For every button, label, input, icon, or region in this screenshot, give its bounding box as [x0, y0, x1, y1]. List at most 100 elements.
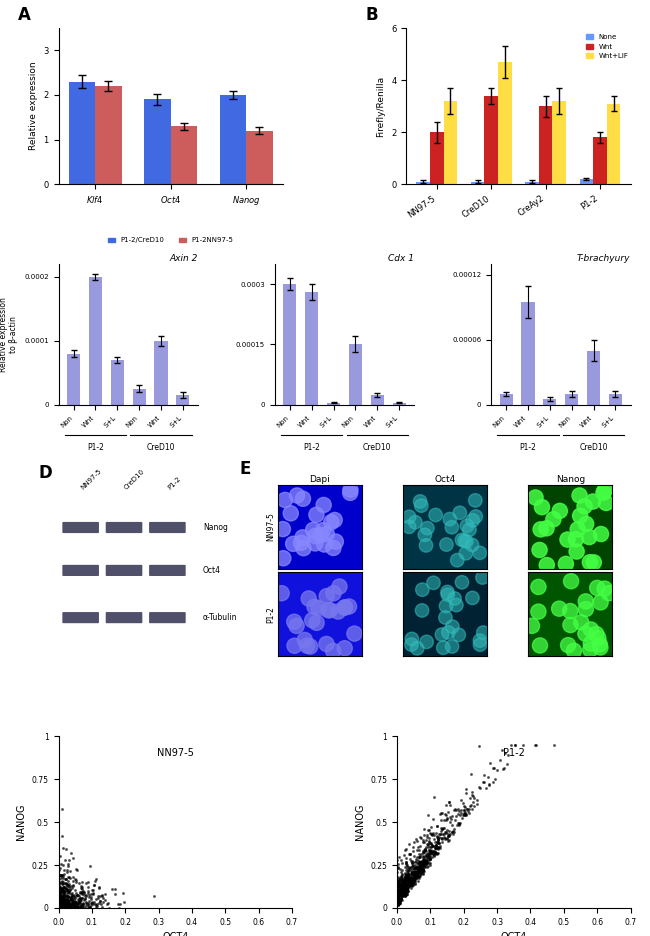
Point: [411, 869, 422, 884]
Point: [62, 892, 73, 907]
Point: [92, 896, 102, 911]
Point: [421, 846, 431, 861]
Point: [59, 899, 70, 914]
Point: [57, 882, 68, 897]
Point: [439, 806, 450, 821]
Point: [55, 893, 65, 908]
Point: [71, 896, 81, 911]
Point: [397, 885, 408, 899]
Point: [54, 895, 64, 910]
Point: [417, 856, 428, 871]
Point: [60, 872, 71, 887]
Point: [56, 899, 66, 914]
Point: [393, 898, 403, 913]
Circle shape: [560, 637, 576, 652]
Point: [405, 861, 415, 876]
Text: CreD10: CreD10: [124, 468, 146, 491]
Point: [393, 885, 404, 900]
Point: [402, 870, 413, 885]
Point: [398, 882, 409, 897]
Point: [394, 887, 404, 902]
Point: [83, 898, 93, 913]
Point: [426, 826, 437, 841]
Point: [59, 891, 70, 906]
Point: [58, 895, 69, 910]
Point: [416, 860, 426, 875]
Point: [101, 896, 112, 911]
Point: [395, 890, 405, 905]
Point: [90, 898, 101, 913]
Point: [58, 875, 68, 890]
Point: [421, 840, 431, 855]
Point: [429, 827, 439, 842]
Point: [530, 738, 541, 753]
Point: [60, 897, 70, 912]
Point: [414, 850, 424, 865]
Point: [68, 899, 79, 914]
Point: [400, 887, 410, 902]
Point: [419, 855, 430, 870]
Circle shape: [305, 613, 320, 628]
Point: [57, 881, 67, 896]
Point: [410, 832, 421, 847]
Point: [64, 899, 74, 914]
Point: [404, 877, 414, 892]
Point: [457, 811, 467, 826]
Point: [440, 825, 450, 840]
Point: [459, 798, 469, 813]
Circle shape: [415, 604, 429, 617]
Point: [461, 785, 471, 800]
Point: [61, 877, 72, 892]
Point: [405, 874, 415, 889]
Point: [57, 887, 68, 902]
Point: [404, 867, 415, 882]
Point: [452, 806, 463, 821]
Point: [430, 834, 440, 849]
Bar: [543, 399, 556, 404]
Point: [413, 857, 424, 872]
Point: [465, 767, 476, 782]
Point: [394, 895, 404, 910]
Point: [421, 856, 431, 871]
Point: [419, 854, 429, 869]
Circle shape: [569, 544, 584, 559]
Point: [63, 889, 73, 904]
Point: [103, 896, 113, 911]
Point: [414, 847, 424, 862]
Point: [56, 894, 66, 909]
Point: [428, 843, 438, 858]
Point: [448, 824, 459, 839]
Point: [422, 823, 433, 838]
Point: [415, 847, 426, 862]
Circle shape: [276, 521, 291, 536]
Point: [66, 896, 76, 911]
Point: [397, 888, 408, 903]
Text: P1-2: P1-2: [87, 443, 104, 451]
Point: [81, 888, 91, 903]
Point: [416, 863, 426, 878]
Point: [409, 872, 419, 887]
Bar: [220, 95, 246, 184]
Point: [395, 893, 405, 908]
Point: [58, 885, 69, 899]
Point: [398, 886, 409, 901]
Point: [56, 894, 66, 909]
Point: [409, 870, 419, 885]
Point: [55, 876, 65, 891]
Point: [414, 864, 424, 879]
Point: [426, 836, 436, 851]
Point: [408, 835, 419, 850]
Point: [398, 885, 409, 900]
Title: Nanog: Nanog: [556, 475, 585, 484]
Point: [398, 883, 409, 898]
Point: [448, 826, 458, 841]
Point: [396, 884, 406, 899]
Point: [395, 886, 406, 901]
Point: [408, 860, 418, 875]
Circle shape: [450, 598, 463, 612]
Point: [406, 869, 417, 884]
Point: [119, 894, 129, 909]
FancyBboxPatch shape: [62, 564, 99, 576]
FancyBboxPatch shape: [149, 612, 186, 623]
Point: [62, 893, 72, 908]
